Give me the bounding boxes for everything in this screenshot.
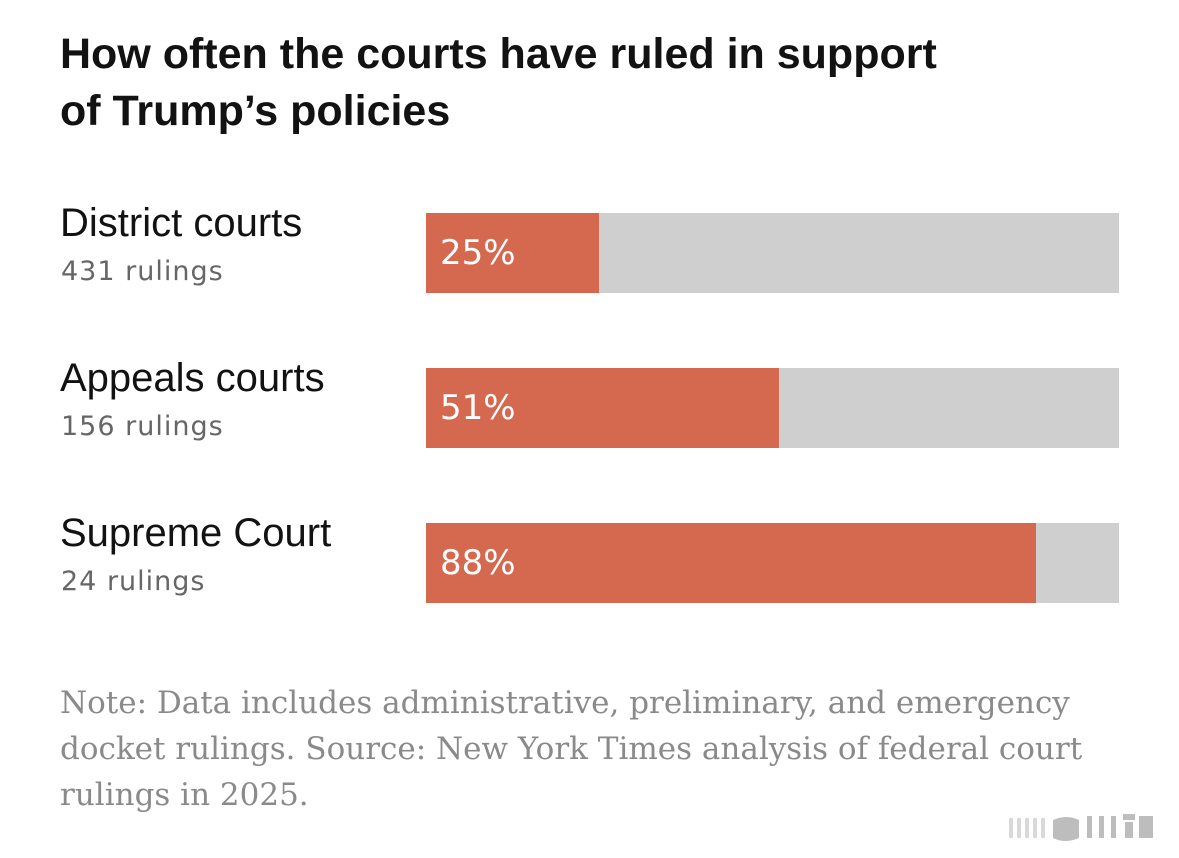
watermark-logo-icon: [1009, 814, 1153, 841]
bar-supreme-court: [426, 523, 1036, 603]
bar-row-appeals-courts: Appeals courts 156 rulings 51%: [60, 356, 1120, 448]
bar-track-supreme-court: 88%: [426, 523, 1119, 603]
rulings-count-appeals-courts: 156 rulings: [61, 411, 224, 442]
bar-row-district-courts: District courts 431 rulings 25%: [60, 201, 1120, 293]
source-note-line-2: docket rulings. Source: New York Times a…: [60, 731, 1083, 767]
chart-title-line-1: How often the courts have ruled in suppo…: [60, 30, 937, 78]
bar-district-courts: [426, 213, 599, 293]
source-note: Note: Data includes administrative, prel…: [60, 680, 1130, 818]
rulings-count-supreme-court: 24 rulings: [61, 566, 206, 597]
chart-title-line-2: of Trump’s policies: [60, 87, 451, 135]
value-label-district-courts: 25%: [440, 233, 516, 273]
rulings-count-district-courts: 431 rulings: [61, 256, 224, 287]
bar-track-appeals-courts: 51%: [426, 368, 1119, 448]
category-label-supreme-court: Supreme Court: [60, 511, 332, 555]
bar-track-district-courts: 25%: [426, 213, 1119, 293]
category-label-district-courts: District courts: [60, 201, 303, 245]
bar-appeals-courts: [426, 368, 779, 448]
source-note-line-1: Note: Data includes administrative, prel…: [60, 685, 1070, 721]
chart-title: How often the courts have ruled in suppo…: [60, 26, 1120, 140]
source-note-line-3: rulings in 2025.: [60, 777, 309, 813]
bar-row-supreme-court: Supreme Court 24 rulings 88%: [60, 511, 1120, 603]
category-label-appeals-courts: Appeals courts: [60, 356, 325, 400]
value-label-supreme-court: 88%: [440, 543, 516, 583]
value-label-appeals-courts: 51%: [440, 388, 516, 428]
